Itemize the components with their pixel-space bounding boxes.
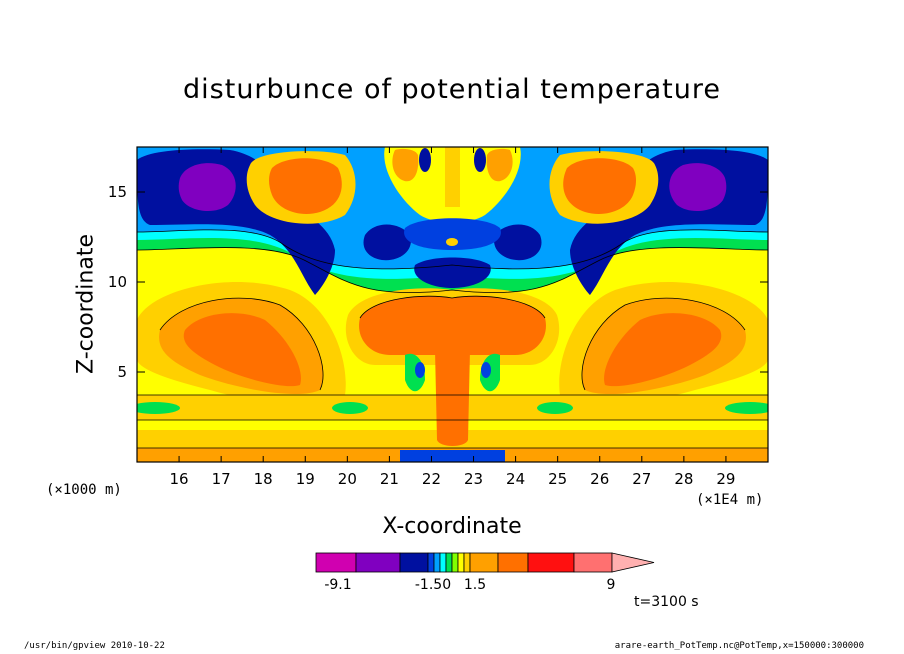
- center-cold-ring: [404, 218, 501, 250]
- contour-line-1: [137, 247, 768, 293]
- green-patch-r1: [725, 402, 768, 414]
- x-tick-label: 28: [674, 470, 693, 488]
- center-upper-blue-l: [419, 148, 431, 172]
- x-tick-label: 23: [464, 470, 483, 488]
- x-tick-label: 17: [212, 470, 231, 488]
- left-cold-lobe-inner: [178, 163, 236, 212]
- x-tick-label: 16: [170, 470, 189, 488]
- contour-line-2: [137, 229, 768, 270]
- mushroom-blue-l: [415, 362, 425, 378]
- y-tick-label: 10: [108, 273, 127, 291]
- contour-line-6: [159, 297, 324, 391]
- colorbar-swatch: [427, 552, 435, 573]
- colorbar-swatch: [463, 552, 471, 573]
- time-label: t=3100 s: [634, 594, 699, 610]
- y-tick-label: 5: [117, 363, 127, 381]
- center-spot: [446, 238, 458, 246]
- upper-warm-cell-left: [269, 158, 342, 215]
- colorbar: -9.1 -1.50 1.5 9: [315, 552, 655, 593]
- y-tick-label: 15: [108, 183, 127, 201]
- center-cold-left: [363, 224, 411, 261]
- center-cold-mid: [414, 257, 491, 288]
- center-upper-blue-r: [474, 148, 486, 172]
- chart-title: disturbunce of potential temperature: [183, 74, 721, 105]
- plot-frame: [136, 146, 769, 463]
- center-cold-right: [494, 224, 542, 261]
- colorbar-swatch: [433, 552, 441, 573]
- colorbar-label: 1.5: [464, 577, 486, 593]
- x-tick-label: 21: [380, 470, 399, 488]
- contour-line-7: [581, 297, 746, 391]
- colorbar-swatch: [445, 552, 453, 573]
- colorbar-swatch: [399, 552, 429, 573]
- colorbar-label: -1.50: [415, 577, 451, 593]
- colorbar-arrow: [611, 552, 655, 573]
- green-patch-r2: [537, 402, 573, 414]
- colorbar-swatch: [355, 552, 401, 573]
- bottom-cold-strip: [400, 450, 505, 462]
- x-tick-label: 26: [590, 470, 609, 488]
- x-unit-right-label: (×1E4 m): [696, 492, 764, 508]
- colorbar-swatch: [439, 552, 447, 573]
- colorbar-label: 9: [607, 577, 616, 593]
- x-axis-label: X-coordinate: [382, 514, 522, 539]
- x-tick-label: 18: [254, 470, 273, 488]
- footer-right: arare-earth_PotTemp.nc@PotTemp,x=150000:…: [614, 641, 864, 651]
- upper-warm-cell-right: [563, 158, 636, 215]
- colorbar-swatch: [469, 552, 499, 573]
- green-patch-l2: [332, 402, 368, 414]
- x-tick-label: 27: [632, 470, 651, 488]
- lower-warm-left-core: [183, 313, 301, 387]
- green-patch-l1: [137, 402, 180, 414]
- lower-warm-right-core: [604, 313, 722, 387]
- x-tick-label: 29: [716, 470, 735, 488]
- right-cold-lobe-inner: [669, 163, 727, 212]
- mushroom-stem: [435, 350, 470, 446]
- x-ticks: 16 17 18 19 20 21 22 23 24 25 26 27 28 29: [170, 147, 735, 488]
- x-unit-left-label: (×1000 m): [46, 482, 122, 498]
- x-tick-label: 24: [506, 470, 525, 488]
- center-upper-orange-r: [486, 148, 513, 182]
- x-tick-label: 20: [338, 470, 357, 488]
- colorbar-label: -9.1: [324, 577, 351, 593]
- x-tick-label: 22: [422, 470, 441, 488]
- colorbar-swatch: [315, 552, 357, 573]
- y-ticks: 5 10 15: [108, 183, 768, 381]
- footer-left: /usr/bin/gpview 2010-10-22: [24, 641, 165, 651]
- colorbar-swatch: [457, 552, 465, 573]
- colorbar-swatch: [527, 552, 575, 573]
- mushroom-cap: [359, 296, 546, 355]
- center-column: [445, 147, 460, 207]
- x-tick-label: 19: [296, 470, 315, 488]
- colorbar-swatch: [573, 552, 613, 573]
- mushroom-blue-r: [481, 362, 491, 378]
- contour-line-8: [359, 295, 546, 319]
- center-upper-orange: [392, 148, 419, 182]
- contour-field: [137, 147, 768, 462]
- x-tick-label: 25: [548, 470, 567, 488]
- colorbar-swatch: [451, 552, 459, 573]
- colorbar-swatch: [497, 552, 529, 573]
